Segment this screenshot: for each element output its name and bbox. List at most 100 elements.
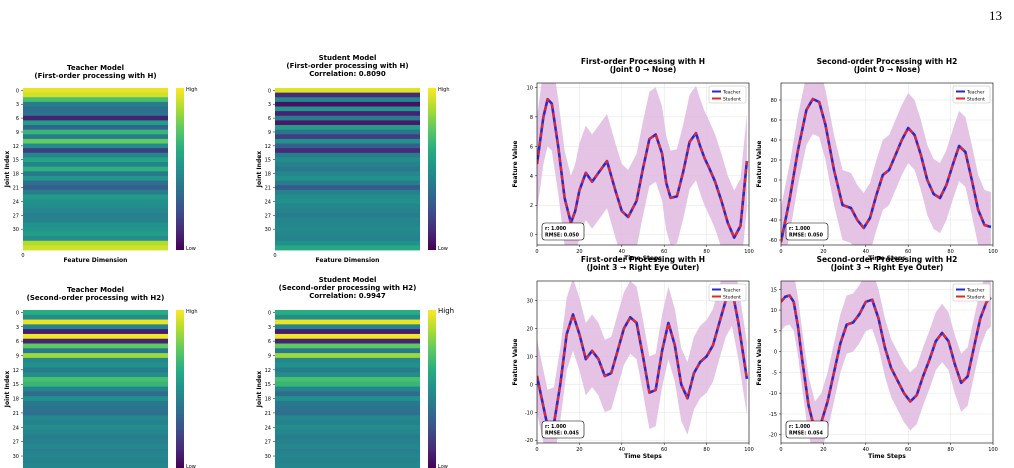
ytick-label: 10 xyxy=(527,85,533,91)
colorbar-high-label: High xyxy=(186,309,198,315)
heatmap-row xyxy=(275,115,420,121)
ytick-label: -15 xyxy=(769,412,777,418)
ytick-label: 40 xyxy=(771,138,777,144)
x-axis-label: Time Steps xyxy=(624,453,662,460)
heatmap-row xyxy=(23,240,168,246)
uncertainty-band xyxy=(781,83,991,245)
student-series-line xyxy=(781,294,992,432)
heatmap-row xyxy=(23,208,168,214)
line-chart-title: Second-order Processing with H2 xyxy=(817,255,958,264)
stats-r: r: 1.000 xyxy=(545,424,567,430)
heatmap-row xyxy=(23,348,168,354)
ytick-label: -20 xyxy=(525,438,533,444)
heatmap-ytick-label: 21 xyxy=(265,186,271,192)
heatmap-row xyxy=(23,134,168,140)
xtick-label: 0 xyxy=(779,447,782,453)
heatmap-row xyxy=(275,148,420,154)
ytick-label: 60 xyxy=(771,118,777,124)
heatmap-row xyxy=(23,125,168,131)
heatmap-row xyxy=(23,353,168,359)
heatmap-row xyxy=(275,377,420,383)
heatmap-row xyxy=(275,405,420,411)
heatmap-row xyxy=(275,129,420,135)
heatmap-ytick-label: 21 xyxy=(13,411,19,417)
heatmap-row xyxy=(275,386,420,392)
heatmap-correlation: Correlation: 0.9947 xyxy=(309,292,386,300)
stats-frame xyxy=(541,420,585,439)
heatmap-row xyxy=(23,222,168,228)
line-chart-panel: First-order Processing with H(Joint 0 → … xyxy=(512,57,754,262)
heatmap-ytick-label: 21 xyxy=(13,186,19,192)
heatmap-row xyxy=(275,444,420,450)
heatmap-row xyxy=(275,194,420,200)
heatmap-ylabel: Joint Index xyxy=(256,371,263,409)
ytick-label: 20 xyxy=(527,326,533,332)
heatmap-row xyxy=(275,134,420,140)
heatmap-row xyxy=(23,97,168,103)
colorbar-high-label: High xyxy=(438,307,454,315)
heatmap-row xyxy=(275,138,420,144)
xtick-label: 20 xyxy=(576,249,582,255)
ytick-label: -20 xyxy=(769,198,777,204)
heatmap-row xyxy=(275,88,420,94)
y-axis-label: Feature Value xyxy=(512,141,519,188)
xtick-label: 80 xyxy=(703,447,709,453)
heatmap-row xyxy=(23,439,168,445)
heatmap-row xyxy=(275,429,420,435)
heatmap-row xyxy=(23,194,168,200)
heatmap-ylabel: Joint Index xyxy=(4,371,11,409)
heatmap-row xyxy=(275,240,420,246)
heatmap-xlabel: Feature Dimension xyxy=(316,257,380,264)
line-chart-subtitle: (Joint 3 → Right Eye Outer) xyxy=(831,263,944,272)
heatmap-row xyxy=(275,453,420,459)
heatmap-ytick-label: 3 xyxy=(268,325,271,331)
student-series-line xyxy=(537,288,748,428)
ytick-label: 5 xyxy=(774,329,777,335)
heatmap-row xyxy=(275,353,420,359)
heatmap-row xyxy=(23,357,168,364)
legend-label: Teacher xyxy=(722,90,741,96)
heatmap-row xyxy=(275,212,420,218)
heatmap-row xyxy=(275,125,420,131)
heatmap-row xyxy=(23,448,168,455)
heatmap-row xyxy=(23,314,168,320)
ytick-label: 6 xyxy=(530,144,533,150)
heatmap-title: Teacher Model xyxy=(67,286,124,294)
heatmap-row xyxy=(275,314,420,320)
heatmap-ytick-label: 30 xyxy=(265,227,271,233)
xtick-label: 100 xyxy=(988,249,998,255)
heatmap-row xyxy=(275,329,420,335)
heatmap-ytick-label: 27 xyxy=(265,213,271,219)
heatmap-row xyxy=(23,391,168,397)
y-axis-label: Feature Value xyxy=(756,339,763,386)
stats-rmse: RMSE: 0.050 xyxy=(545,233,580,239)
stats-r: r: 1.000 xyxy=(545,226,567,232)
heatmap-row xyxy=(275,152,420,158)
heatmap-row xyxy=(275,231,420,237)
line-chart-subtitle: (Joint 3 → Right Eye Outer) xyxy=(587,263,700,272)
heatmap-row xyxy=(275,458,420,464)
ytick-label: 0 xyxy=(774,350,777,356)
uncertainty-band xyxy=(781,281,991,443)
heatmap-row xyxy=(23,226,168,232)
xtick-label: 60 xyxy=(661,249,667,255)
heatmap-ytick-label: 30 xyxy=(265,454,271,460)
heatmap-row xyxy=(23,415,168,421)
student-series-line xyxy=(537,98,748,239)
heatmap-row xyxy=(23,101,168,107)
heatmap-row xyxy=(23,231,168,237)
x-axis-label: Time Steps xyxy=(624,255,662,262)
heatmap-row xyxy=(275,226,420,232)
heatmap-row xyxy=(23,377,168,383)
xtick-label: 80 xyxy=(947,249,953,255)
heatmap-row xyxy=(23,310,168,316)
x-axis-label: Time Steps xyxy=(868,453,906,460)
line-chart-panel: Second-order Processing with H2(Joint 3 … xyxy=(756,255,998,460)
heatmap-row xyxy=(275,180,420,186)
heatmap-row xyxy=(275,343,420,349)
heatmap-row xyxy=(23,236,168,242)
heatmap-panel: Teacher Model(First-order processing wit… xyxy=(4,64,198,264)
heatmap-ytick-label: 24 xyxy=(265,199,271,205)
